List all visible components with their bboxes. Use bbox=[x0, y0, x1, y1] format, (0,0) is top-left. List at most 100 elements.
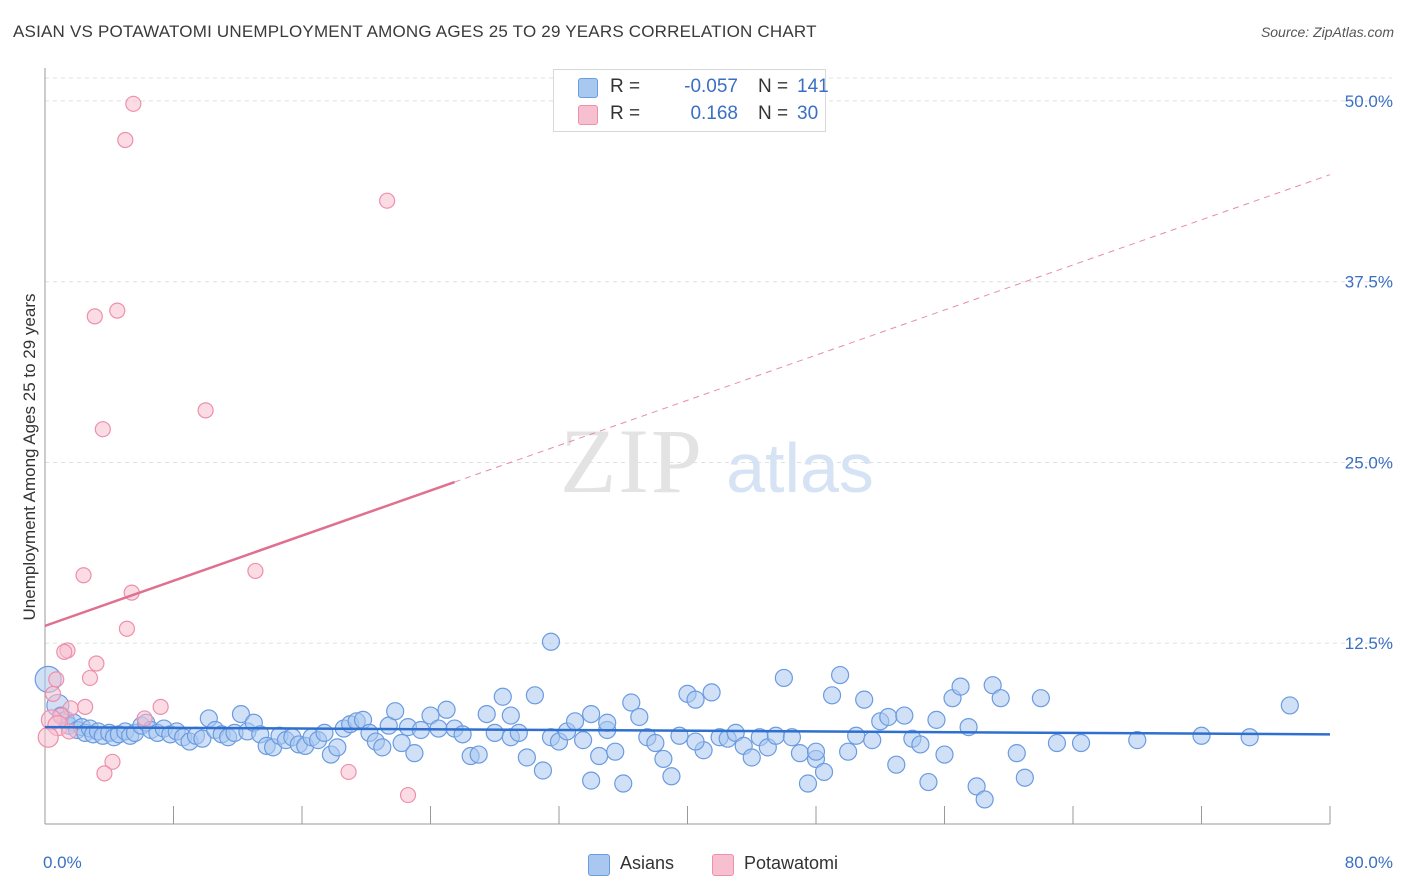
watermark-zip: ZIP bbox=[560, 410, 704, 512]
potawatomi-point bbox=[152, 698, 169, 715]
asian-point bbox=[590, 746, 609, 766]
y-tick-label: 50.0% bbox=[1345, 92, 1393, 111]
asian-point bbox=[606, 742, 625, 761]
asian-point bbox=[493, 687, 512, 706]
y-tick-label: 12.5% bbox=[1345, 634, 1393, 653]
asian-point bbox=[469, 745, 488, 764]
potawatomi-trend-extension bbox=[454, 174, 1331, 483]
potawatomi-point bbox=[94, 421, 111, 438]
legend-swatch-asians bbox=[578, 78, 598, 98]
potawatomi-point bbox=[86, 308, 103, 325]
asian-point bbox=[328, 738, 347, 757]
source-label: Source: ZipAtlas.com bbox=[1260, 24, 1394, 40]
gridlines bbox=[45, 77, 1392, 644]
asian-point bbox=[485, 723, 504, 742]
asian-point bbox=[1047, 733, 1067, 753]
asian-point bbox=[967, 777, 986, 796]
potawatomi-point bbox=[56, 643, 73, 661]
asian-point bbox=[501, 706, 520, 725]
potawatomi-point bbox=[48, 671, 65, 688]
legend-r-label: R = bbox=[610, 76, 641, 97]
asian-point bbox=[565, 712, 585, 731]
bottom-legend-label-asians: Asians bbox=[620, 853, 675, 873]
asian-point bbox=[919, 772, 938, 792]
asian-point bbox=[935, 745, 954, 764]
legend-n-value: 30 bbox=[797, 103, 819, 124]
asian-point bbox=[509, 723, 528, 742]
axes bbox=[44, 68, 1331, 825]
asian-point bbox=[1128, 731, 1147, 750]
legend-r-label: R = bbox=[610, 103, 641, 124]
watermark-atlas: atlas bbox=[726, 429, 874, 507]
asian-point bbox=[373, 738, 392, 757]
asian-point bbox=[405, 744, 424, 763]
x-tick-label: 80.0% bbox=[1345, 853, 1393, 872]
y-tick-label: 25.0% bbox=[1345, 453, 1393, 472]
potawatomi-point bbox=[44, 685, 62, 702]
asian-point bbox=[1240, 728, 1259, 747]
potawatomi-point bbox=[399, 786, 417, 804]
asian-point bbox=[983, 676, 1002, 695]
asian-point bbox=[927, 710, 946, 729]
asian-point bbox=[686, 732, 705, 751]
legend-r-value: -0.057 bbox=[684, 76, 738, 97]
bottom-legend-swatch-asians bbox=[588, 854, 610, 876]
potawatomi-point bbox=[37, 726, 59, 748]
asian-point bbox=[951, 677, 970, 696]
potawatomi-point bbox=[247, 562, 264, 580]
potawatomi-point bbox=[136, 710, 153, 727]
asian-point bbox=[231, 704, 251, 724]
legend-n-label: N = bbox=[758, 76, 789, 97]
asian-point bbox=[830, 665, 850, 685]
potawatomi-point bbox=[75, 567, 92, 584]
potawatomi-point bbox=[117, 131, 134, 149]
asian-point bbox=[646, 733, 665, 753]
watermark: ZIP atlas bbox=[560, 410, 874, 512]
asian-point bbox=[386, 702, 405, 721]
asian-point bbox=[911, 735, 930, 754]
asian-point bbox=[630, 707, 649, 727]
asian-point bbox=[525, 686, 545, 705]
potawatomi-point bbox=[88, 655, 105, 672]
x-tick-labels: 0.0% 80.0% bbox=[43, 853, 1393, 872]
asian-point bbox=[814, 762, 834, 782]
asian-point bbox=[855, 690, 874, 709]
x-tick-label: 0.0% bbox=[43, 853, 82, 872]
asian-point bbox=[1192, 726, 1211, 745]
asian-point bbox=[598, 713, 617, 732]
y-axis-label: Unemployment Among Ages 25 to 29 years bbox=[20, 294, 39, 621]
asian-point bbox=[806, 742, 826, 761]
bottom-legend-label-potawatomi: Potawatomi bbox=[744, 853, 839, 873]
trend-lines bbox=[44, 174, 1331, 736]
asian-point bbox=[437, 700, 456, 719]
potawatomi-point bbox=[81, 669, 99, 687]
potawatomi-point bbox=[96, 765, 113, 782]
asian-point bbox=[533, 761, 553, 780]
asian-point bbox=[1280, 696, 1299, 715]
asian-point bbox=[839, 742, 858, 761]
legend-r-value: 0.168 bbox=[690, 103, 738, 124]
asian-point bbox=[614, 774, 633, 793]
stats-legend: R = -0.057 N = 141 R = 0.168 N = 30 bbox=[553, 69, 829, 132]
asian-points bbox=[34, 632, 1299, 809]
asian-point bbox=[774, 668, 793, 688]
asian-point bbox=[782, 728, 802, 747]
asian-point bbox=[315, 723, 334, 742]
asian-point bbox=[879, 707, 898, 727]
bottom-legend-swatch-potawatomi bbox=[712, 854, 734, 876]
asian-point bbox=[517, 748, 536, 767]
asian-point bbox=[1007, 744, 1026, 763]
potawatomi-point bbox=[197, 402, 214, 419]
asian-point bbox=[1015, 768, 1034, 787]
asian-point bbox=[742, 748, 761, 767]
asian-point bbox=[622, 693, 641, 712]
asian-point bbox=[766, 726, 785, 745]
potawatomi-point bbox=[109, 302, 126, 319]
potawatomi-points bbox=[37, 95, 417, 804]
asian-point bbox=[798, 774, 818, 793]
potawatomi-point bbox=[118, 620, 136, 637]
legend-n-label: N = bbox=[758, 103, 789, 124]
asian-point bbox=[822, 686, 842, 705]
potawatomi-point bbox=[340, 763, 357, 781]
